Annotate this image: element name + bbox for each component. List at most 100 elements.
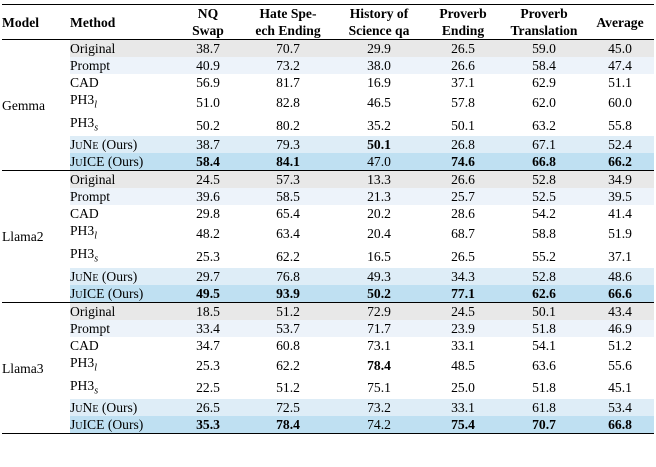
table-row: Prompt 40.9 73.2 38.0 26.6 58.4 47.4 — [2, 57, 654, 74]
method-subscript: s — [94, 385, 99, 397]
method-name: Original — [70, 39, 174, 57]
value-cell: 25.0 — [424, 376, 502, 400]
table-row: Llama2 Original 24.5 57.3 13.3 26.6 52.8 34.9 — [2, 170, 654, 303]
table-row: CAD 29.8 65.4 20.2 28.6 54.2 41.4 — [2, 205, 654, 223]
value-cell: 34.9 — [586, 170, 654, 189]
value-cell: 20.2 — [334, 205, 424, 223]
method-label: JuNe — [70, 268, 99, 284]
table-row: JuICE (Ours) 35.3 78.4 74.2 75.4 70.7 66.8 — [2, 416, 654, 434]
value-cell: 18.5 — [174, 302, 242, 320]
header-hate-speech-ending: Hate Spe-ech Ending — [255, 6, 321, 38]
table-row: CAD 56.9 81.7 16.9 37.1 62.9 51.1 — [2, 74, 654, 91]
value-cell: 62.0 — [502, 91, 586, 114]
value-cell: 66.6 — [586, 284, 654, 303]
method-name: Prompt — [70, 188, 174, 206]
value-cell: 24.5 — [174, 170, 242, 189]
value-cell: 29.7 — [174, 267, 242, 285]
value-cell: 29.9 — [334, 39, 424, 57]
method-label: PH3 — [70, 114, 95, 130]
header-row: Model Method NQ Swap Hate Spe-ech Ending … — [2, 4, 654, 40]
value-cell: 70.7 — [502, 416, 586, 434]
value-cell: 63.4 — [242, 222, 334, 246]
model-name: Llama3 — [2, 302, 70, 434]
value-cell: 73.2 — [334, 399, 424, 417]
method-label: Prompt — [70, 189, 111, 205]
value-cell: 55.8 — [586, 113, 654, 137]
value-cell: 57.8 — [424, 91, 502, 114]
value-cell: 79.3 — [242, 136, 334, 154]
table-row: JuNe (Ours) 29.7 76.8 49.3 34.3 52.8 48.6 — [2, 267, 654, 285]
table-row: CAD 34.7 60.8 73.1 33.1 54.1 51.2 — [2, 336, 654, 354]
value-cell: 48.2 — [174, 222, 242, 246]
method-label: PH3 — [70, 246, 95, 262]
method-name: CAD — [70, 205, 174, 223]
method-label: Original — [70, 41, 116, 56]
model-name: Llama2 — [2, 170, 70, 303]
table-row: PH3s 25.3 62.2 16.5 26.5 55.2 37.1 — [2, 245, 654, 268]
method-label: PH3 — [70, 223, 95, 239]
value-cell: 49.5 — [174, 284, 242, 303]
value-cell: 37.1 — [424, 74, 502, 91]
value-cell: 71.7 — [334, 319, 424, 337]
value-cell: 53.7 — [242, 319, 334, 337]
value-cell: 66.8 — [502, 153, 586, 171]
header-model: Model — [2, 14, 39, 30]
table-row: Gemma Original 38.7 70.7 29.9 26.5 59.0 45.0 — [2, 39, 654, 171]
value-cell: 22.5 — [174, 376, 242, 400]
value-cell: 73.2 — [242, 57, 334, 74]
value-cell: 21.3 — [334, 188, 424, 206]
header-method: Method — [70, 14, 116, 30]
method-name: PH3l — [70, 222, 174, 246]
value-cell: 51.8 — [502, 319, 586, 337]
value-cell: 25.7 — [424, 188, 502, 206]
value-cell: 52.8 — [502, 170, 586, 189]
value-cell: 45.1 — [586, 376, 654, 400]
value-cell: 58.4 — [174, 153, 242, 171]
method-suffix: (Ours) — [101, 268, 138, 284]
method-suffix: (Ours) — [101, 137, 138, 153]
value-cell: 62.6 — [502, 284, 586, 303]
header-history-of-science-qa: History of Science qa — [348, 6, 410, 38]
value-cell: 57.3 — [242, 170, 334, 189]
method-subscript: l — [94, 231, 97, 243]
value-cell: 46.9 — [586, 319, 654, 337]
value-cell: 66.2 — [586, 153, 654, 171]
value-cell: 35.2 — [334, 113, 424, 137]
value-cell: 52.8 — [502, 267, 586, 285]
header-nq-swap: NQ Swap — [192, 6, 224, 38]
method-label: JuNe — [70, 400, 99, 416]
method-label: CAD — [70, 75, 99, 90]
value-cell: 62.9 — [502, 74, 586, 91]
value-cell: 58.4 — [502, 57, 586, 74]
table-row: PH3s 50.2 80.2 35.2 50.1 63.2 55.8 — [2, 113, 654, 137]
header-proverb-translation: Proverb Translation — [510, 6, 578, 38]
value-cell: 54.2 — [502, 205, 586, 223]
value-cell: 52.5 — [502, 188, 586, 206]
value-cell: 33.1 — [424, 336, 502, 354]
table-row: Prompt 33.4 53.7 71.7 23.9 51.8 46.9 — [2, 319, 654, 337]
method-name: PH3s — [70, 245, 174, 268]
method-label: JuICE — [70, 285, 105, 301]
value-cell: 53.4 — [586, 399, 654, 417]
value-cell: 45.0 — [586, 39, 654, 57]
value-cell: 51.2 — [586, 336, 654, 354]
method-name: JuNe (Ours) — [70, 399, 174, 417]
value-cell: 23.9 — [424, 319, 502, 337]
value-cell: 63.6 — [502, 353, 586, 377]
value-cell: 46.5 — [334, 91, 424, 114]
value-cell: 56.9 — [174, 74, 242, 91]
value-cell: 40.9 — [174, 57, 242, 74]
value-cell: 16.5 — [334, 245, 424, 268]
value-cell: 61.8 — [502, 399, 586, 417]
value-cell: 72.5 — [242, 399, 334, 417]
value-cell: 51.8 — [502, 376, 586, 400]
header-proverb-ending: Proverb Ending — [439, 6, 487, 38]
method-label: CAD — [70, 206, 99, 222]
value-cell: 75.1 — [334, 376, 424, 400]
method-suffix: (Ours) — [107, 285, 144, 301]
value-cell: 84.1 — [242, 153, 334, 171]
table-row: Llama3 Original 18.5 51.2 72.9 24.5 50.1 43.4 — [2, 302, 654, 434]
value-cell: 25.3 — [174, 245, 242, 268]
value-cell: 58.8 — [502, 222, 586, 246]
value-cell: 74.2 — [334, 416, 424, 434]
